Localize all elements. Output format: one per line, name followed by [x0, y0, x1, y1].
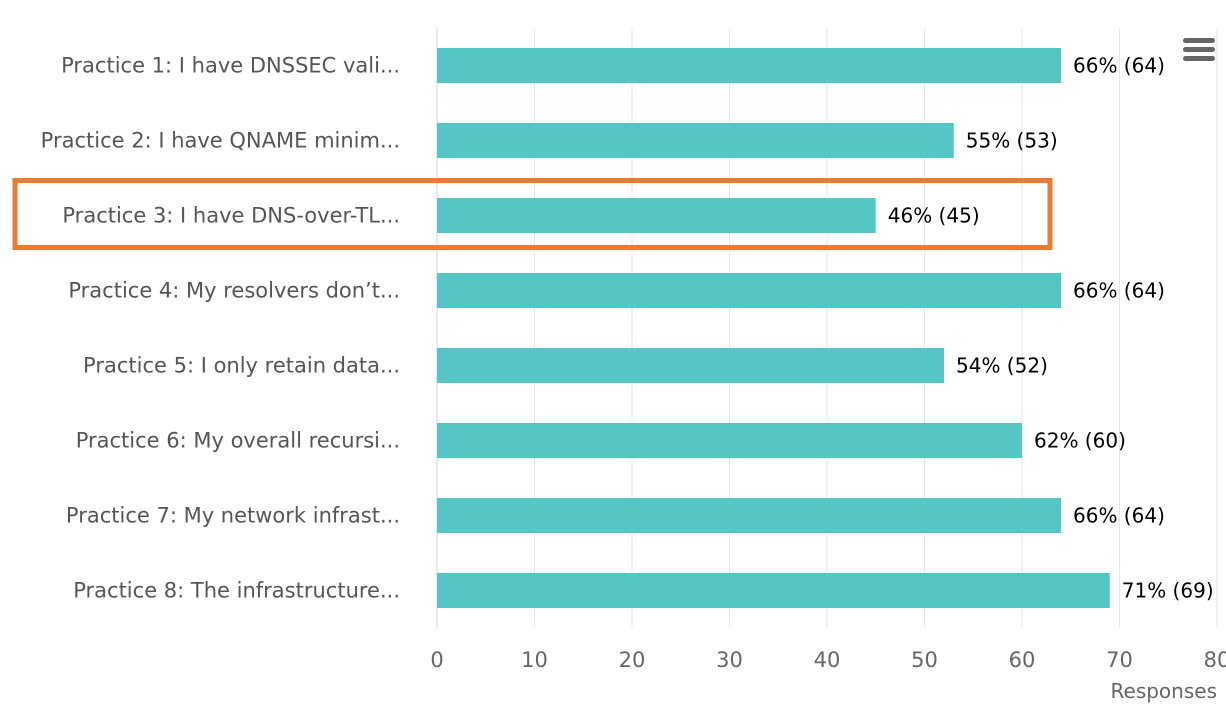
data-label: 62% (60) [1034, 429, 1126, 453]
data-label: 54% (52) [956, 354, 1048, 378]
bar [437, 198, 876, 233]
x-tick-label: 50 [911, 648, 938, 672]
x-tick-label: 60 [1009, 648, 1036, 672]
chart-menu-button[interactable] [1176, 30, 1220, 70]
category-label: Practice 5: I only retain data... [83, 354, 400, 378]
bar [437, 273, 1061, 308]
data-label: 66% (64) [1073, 504, 1165, 528]
bar [437, 348, 944, 383]
hamburger-menu-icon [1183, 38, 1215, 61]
highlight-layer [12, 178, 1053, 250]
category-label: Practice 3: I have DNS-over-TL... [62, 204, 400, 228]
x-tick-label: 80 [1204, 648, 1226, 672]
data-label: 66% (64) [1073, 54, 1165, 78]
category-label: Practice 7: My network infrast... [66, 504, 400, 528]
category-label: Practice 1: I have DNSSEC vali... [61, 54, 400, 78]
x-tick-label: 20 [619, 648, 646, 672]
x-tick-label: 70 [1106, 648, 1133, 672]
x-axis-title: Responses [1111, 679, 1217, 703]
bar [437, 498, 1061, 533]
x-tick-label: 30 [716, 648, 743, 672]
data-label: 46% (45) [888, 204, 980, 228]
data-label: 71% (69) [1122, 579, 1214, 603]
x-axis-ticks: 0 10 20 30 40 50 60 70 80 [430, 648, 1226, 672]
bars [437, 48, 1110, 608]
category-label: Practice 8: The infrastructure... [73, 579, 400, 603]
highlight-box [12, 178, 1053, 250]
bar [437, 573, 1110, 608]
category-label: Practice 6: My overall recursi... [76, 429, 400, 453]
category-label: Practice 2: I have QNAME minim... [41, 129, 400, 153]
category-labels: Practice 1: I have DNSSEC vali... Practic… [41, 54, 400, 603]
bar [437, 423, 1022, 458]
bar [437, 48, 1061, 83]
x-tick-label: 0 [430, 648, 443, 672]
grid-lines [436, 28, 1218, 628]
category-label: Practice 4: My resolvers don’t... [68, 279, 400, 303]
x-tick-label: 40 [814, 648, 841, 672]
data-label: 66% (64) [1073, 279, 1165, 303]
data-label: 55% (53) [966, 129, 1058, 153]
bar [437, 123, 954, 158]
x-tick-label: 10 [521, 648, 548, 672]
data-labels: 66% (64) 55% (53) 46% (45) 66% (64) 54% (52)… [888, 54, 1214, 603]
